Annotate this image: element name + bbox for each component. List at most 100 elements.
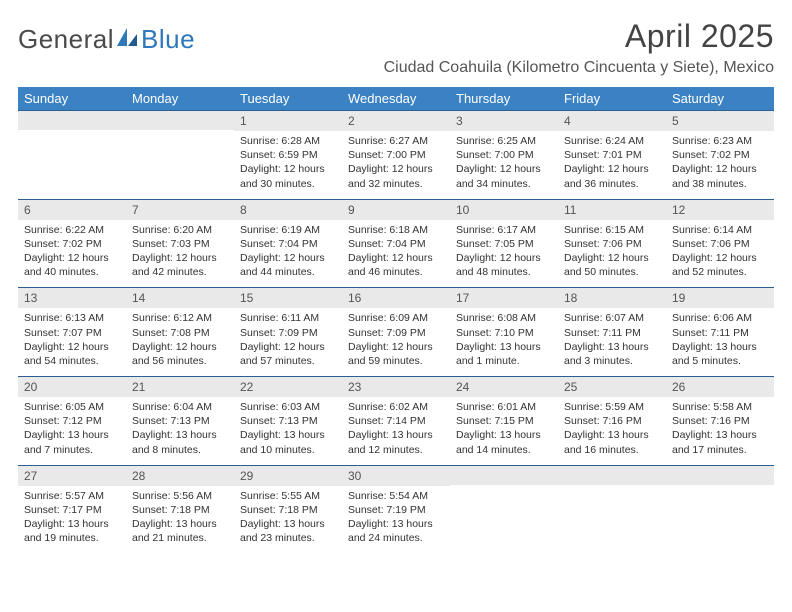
day-line-d1: Daylight: 12 hours xyxy=(456,251,552,265)
day-line-d1: Daylight: 12 hours xyxy=(132,340,228,354)
day-line-sr: Sunrise: 6:18 AM xyxy=(348,223,444,237)
day-line-d2: and 17 minutes. xyxy=(672,443,768,457)
day-line-d2: and 19 minutes. xyxy=(24,531,120,545)
day-line-ss: Sunset: 7:04 PM xyxy=(348,237,444,251)
day-line-ss: Sunset: 7:01 PM xyxy=(564,148,660,162)
day-line-sr: Sunrise: 6:04 AM xyxy=(132,400,228,414)
day-line-ss: Sunset: 7:15 PM xyxy=(456,414,552,428)
day-data: Sunrise: 5:54 AMSunset: 7:19 PMDaylight:… xyxy=(342,486,450,554)
day-data: Sunrise: 6:15 AMSunset: 7:06 PMDaylight:… xyxy=(558,220,666,288)
day-cell: 6Sunrise: 6:22 AMSunset: 7:02 PMDaylight… xyxy=(18,199,126,288)
day-cell: 19Sunrise: 6:06 AMSunset: 7:11 PMDayligh… xyxy=(666,288,774,377)
day-line-d2: and 54 minutes. xyxy=(24,354,120,368)
day-number xyxy=(666,466,774,485)
day-cell xyxy=(126,111,234,200)
week-row: 1Sunrise: 6:28 AMSunset: 6:59 PMDaylight… xyxy=(18,111,774,200)
brand-sail-icon xyxy=(117,24,139,55)
day-line-d1: Daylight: 13 hours xyxy=(348,428,444,442)
day-line-sr: Sunrise: 6:07 AM xyxy=(564,311,660,325)
day-line-ss: Sunset: 7:18 PM xyxy=(240,503,336,517)
day-line-d1: Daylight: 12 hours xyxy=(348,340,444,354)
dow-wednesday: Wednesday xyxy=(342,87,450,111)
day-line-sr: Sunrise: 6:15 AM xyxy=(564,223,660,237)
day-line-sr: Sunrise: 6:23 AM xyxy=(672,134,768,148)
day-line-sr: Sunrise: 6:19 AM xyxy=(240,223,336,237)
day-line-d1: Daylight: 12 hours xyxy=(348,162,444,176)
day-number: 26 xyxy=(666,377,774,397)
day-data: Sunrise: 6:11 AMSunset: 7:09 PMDaylight:… xyxy=(234,308,342,376)
day-line-sr: Sunrise: 6:02 AM xyxy=(348,400,444,414)
day-number: 11 xyxy=(558,200,666,220)
day-data: Sunrise: 6:13 AMSunset: 7:07 PMDaylight:… xyxy=(18,308,126,376)
day-line-d2: and 8 minutes. xyxy=(132,443,228,457)
day-line-ss: Sunset: 7:08 PM xyxy=(132,326,228,340)
dow-saturday: Saturday xyxy=(666,87,774,111)
day-number xyxy=(450,466,558,485)
day-line-sr: Sunrise: 6:08 AM xyxy=(456,311,552,325)
header: General Blue April 2025 Ciudad Coahuila … xyxy=(18,18,774,85)
day-number: 20 xyxy=(18,377,126,397)
day-data: Sunrise: 6:24 AMSunset: 7:01 PMDaylight:… xyxy=(558,131,666,199)
calendar-page: General Blue April 2025 Ciudad Coahuila … xyxy=(0,0,792,553)
day-data: Sunrise: 6:14 AMSunset: 7:06 PMDaylight:… xyxy=(666,220,774,288)
day-line-sr: Sunrise: 6:17 AM xyxy=(456,223,552,237)
day-number: 29 xyxy=(234,466,342,486)
day-data: Sunrise: 6:07 AMSunset: 7:11 PMDaylight:… xyxy=(558,308,666,376)
week-row: 27Sunrise: 5:57 AMSunset: 7:17 PMDayligh… xyxy=(18,465,774,553)
day-cell: 20Sunrise: 6:05 AMSunset: 7:12 PMDayligh… xyxy=(18,377,126,466)
day-line-d2: and 52 minutes. xyxy=(672,265,768,279)
day-line-d1: Daylight: 13 hours xyxy=(564,428,660,442)
day-line-sr: Sunrise: 5:58 AM xyxy=(672,400,768,414)
day-number: 30 xyxy=(342,466,450,486)
day-line-d1: Daylight: 13 hours xyxy=(564,340,660,354)
day-line-d1: Daylight: 12 hours xyxy=(132,251,228,265)
dow-monday: Monday xyxy=(126,87,234,111)
day-line-d2: and 3 minutes. xyxy=(564,354,660,368)
week-row: 20Sunrise: 6:05 AMSunset: 7:12 PMDayligh… xyxy=(18,377,774,466)
day-number: 19 xyxy=(666,288,774,308)
day-cell: 1Sunrise: 6:28 AMSunset: 6:59 PMDaylight… xyxy=(234,111,342,200)
day-line-sr: Sunrise: 6:14 AM xyxy=(672,223,768,237)
day-line-d1: Daylight: 13 hours xyxy=(132,428,228,442)
day-data: Sunrise: 6:01 AMSunset: 7:15 PMDaylight:… xyxy=(450,397,558,465)
day-line-d1: Daylight: 13 hours xyxy=(240,517,336,531)
day-line-sr: Sunrise: 5:54 AM xyxy=(348,489,444,503)
day-data: Sunrise: 6:27 AMSunset: 7:00 PMDaylight:… xyxy=(342,131,450,199)
brand-part1: General xyxy=(18,24,114,55)
dow-tuesday: Tuesday xyxy=(234,87,342,111)
day-line-d1: Daylight: 12 hours xyxy=(456,162,552,176)
day-line-sr: Sunrise: 6:28 AM xyxy=(240,134,336,148)
day-line-d1: Daylight: 12 hours xyxy=(24,340,120,354)
day-line-d2: and 38 minutes. xyxy=(672,177,768,191)
calendar-body: 1Sunrise: 6:28 AMSunset: 6:59 PMDaylight… xyxy=(18,111,774,554)
day-number: 12 xyxy=(666,200,774,220)
day-line-sr: Sunrise: 6:24 AM xyxy=(564,134,660,148)
day-line-sr: Sunrise: 6:22 AM xyxy=(24,223,120,237)
day-number: 13 xyxy=(18,288,126,308)
day-cell: 2Sunrise: 6:27 AMSunset: 7:00 PMDaylight… xyxy=(342,111,450,200)
day-line-d2: and 59 minutes. xyxy=(348,354,444,368)
day-number: 10 xyxy=(450,200,558,220)
day-line-d1: Daylight: 13 hours xyxy=(24,428,120,442)
day-line-d2: and 10 minutes. xyxy=(240,443,336,457)
day-line-d2: and 30 minutes. xyxy=(240,177,336,191)
day-cell: 24Sunrise: 6:01 AMSunset: 7:15 PMDayligh… xyxy=(450,377,558,466)
day-line-sr: Sunrise: 6:27 AM xyxy=(348,134,444,148)
day-line-sr: Sunrise: 6:09 AM xyxy=(348,311,444,325)
day-number xyxy=(18,111,126,130)
day-line-ss: Sunset: 7:11 PM xyxy=(564,326,660,340)
day-line-d2: and 48 minutes. xyxy=(456,265,552,279)
day-line-d1: Daylight: 13 hours xyxy=(240,428,336,442)
day-number: 18 xyxy=(558,288,666,308)
day-line-d2: and 42 minutes. xyxy=(132,265,228,279)
week-row: 13Sunrise: 6:13 AMSunset: 7:07 PMDayligh… xyxy=(18,288,774,377)
day-line-d1: Daylight: 12 hours xyxy=(564,162,660,176)
day-line-ss: Sunset: 7:13 PM xyxy=(132,414,228,428)
day-number: 25 xyxy=(558,377,666,397)
day-data xyxy=(666,485,774,543)
day-number: 23 xyxy=(342,377,450,397)
day-data: Sunrise: 6:20 AMSunset: 7:03 PMDaylight:… xyxy=(126,220,234,288)
day-line-sr: Sunrise: 6:01 AM xyxy=(456,400,552,414)
day-line-d2: and 34 minutes. xyxy=(456,177,552,191)
day-data: Sunrise: 6:09 AMSunset: 7:09 PMDaylight:… xyxy=(342,308,450,376)
